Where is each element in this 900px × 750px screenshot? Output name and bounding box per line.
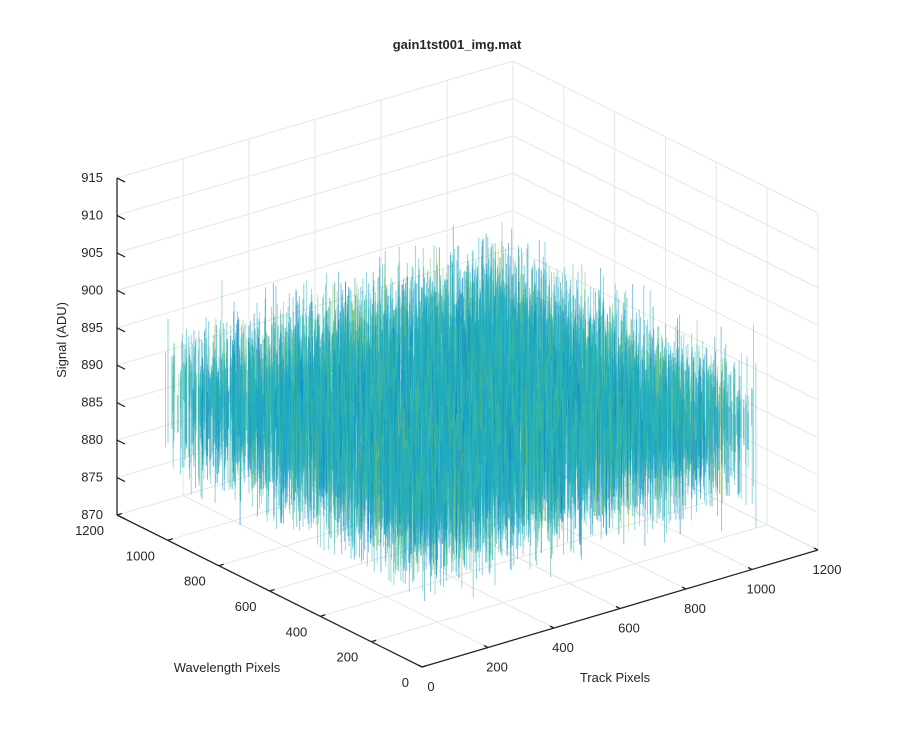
y-tick-mark [167, 538, 173, 541]
z-backwall-gridline [116, 135, 514, 254]
z-sidewall-gridline [512, 210, 819, 364]
x-tick-mark [549, 625, 555, 629]
x-tick-mark [747, 566, 753, 571]
z-backwall-gridline [116, 210, 514, 329]
z-backwall-gridline [116, 60, 514, 179]
x-tick-mark [417, 664, 423, 668]
z-tick-mark [116, 364, 126, 370]
z-backwall-gridline [116, 97, 514, 216]
y-tick-mark [320, 614, 326, 617]
chart-title: gain1tst001_img.mat [393, 37, 522, 52]
z-sidewall-gridline [512, 97, 819, 251]
z-tick-mark [116, 439, 126, 445]
z-tick-mark [116, 289, 126, 295]
z-tick-mark [116, 402, 126, 408]
y-tick-mark [218, 563, 224, 567]
z-tick-mark [116, 252, 126, 258]
z-tick-mark [116, 514, 126, 520]
surface-mesh [165, 221, 757, 602]
x-tick-mark [813, 547, 819, 551]
z-sidewall-gridline [512, 60, 819, 214]
z-sidewall-gridline [512, 172, 819, 326]
x-tick-mark [615, 605, 621, 610]
y-floor-gridline [371, 524, 768, 643]
x-tick-mark [681, 586, 687, 590]
z-sidewall-gridline [512, 135, 819, 289]
y-tick-mark [269, 588, 275, 592]
y-tick-mark [371, 639, 377, 643]
y-tick-mark [421, 664, 428, 668]
x-tick-mark [483, 644, 489, 649]
z-tick-mark [116, 327, 126, 333]
z-backwall-gridline [116, 172, 514, 291]
z-tick-mark [116, 177, 126, 183]
z-tick-mark [116, 214, 126, 220]
z-tick-mark [116, 477, 126, 483]
y-floor-gridline [320, 498, 717, 617]
axis-layer [116, 177, 819, 668]
